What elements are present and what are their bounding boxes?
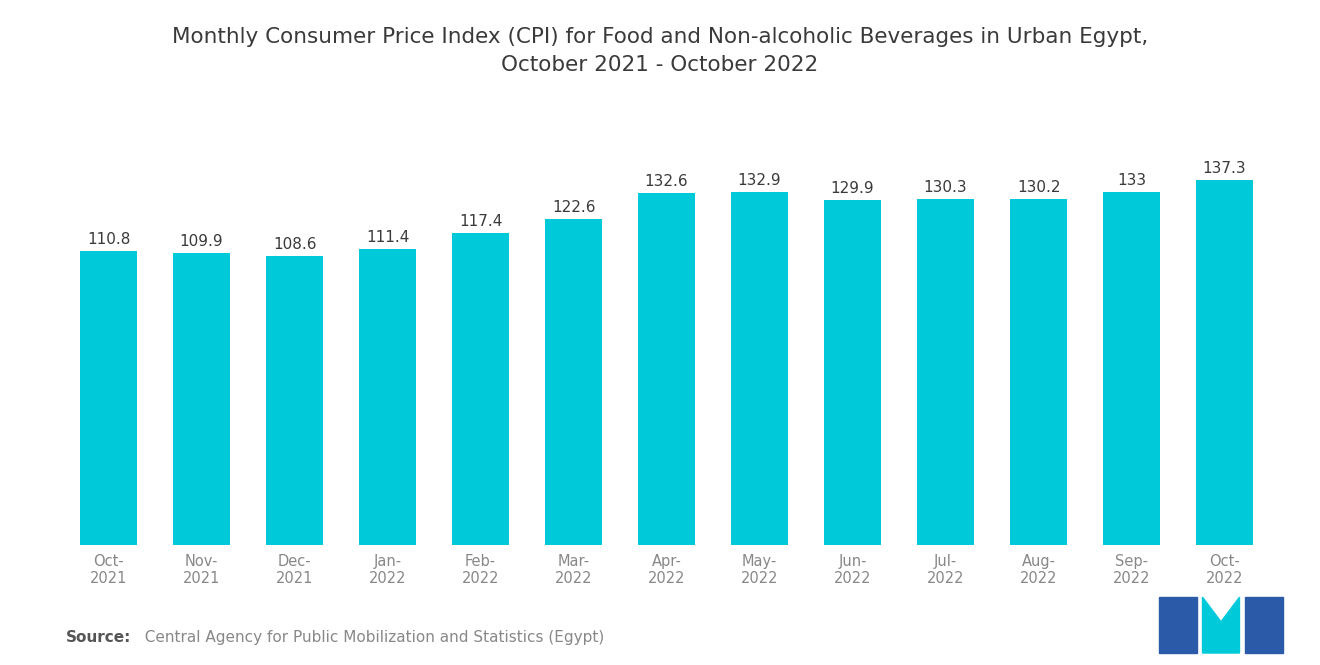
Text: Central Agency for Public Mobilization and Statistics (Egypt): Central Agency for Public Mobilization a… — [135, 630, 603, 645]
Bar — [173, 253, 231, 545]
Text: Source:: Source: — [66, 630, 132, 645]
Polygon shape — [1203, 597, 1239, 653]
Bar — [731, 192, 788, 545]
Text: Monthly Consumer Price Index (CPI) for Food and Non-alcoholic Beverages in Urban: Monthly Consumer Price Index (CPI) for F… — [172, 27, 1148, 74]
Bar — [265, 257, 323, 545]
Text: 130.3: 130.3 — [924, 180, 968, 195]
Text: 110.8: 110.8 — [87, 231, 131, 247]
Text: 137.3: 137.3 — [1203, 161, 1246, 176]
Bar — [917, 199, 974, 545]
Text: 132.9: 132.9 — [738, 173, 781, 188]
Polygon shape — [1159, 597, 1197, 653]
Bar — [1196, 180, 1254, 545]
Text: 109.9: 109.9 — [180, 234, 223, 249]
Bar — [638, 193, 696, 545]
Text: 132.6: 132.6 — [644, 174, 689, 189]
Text: 122.6: 122.6 — [552, 200, 595, 215]
Text: 130.2: 130.2 — [1016, 180, 1060, 195]
Text: 129.9: 129.9 — [830, 181, 874, 196]
Bar — [451, 233, 510, 545]
Bar — [545, 219, 602, 545]
Bar — [824, 200, 882, 545]
Bar — [1102, 192, 1160, 545]
Bar — [1010, 199, 1068, 545]
Bar — [79, 251, 137, 545]
Text: 111.4: 111.4 — [366, 230, 409, 245]
Polygon shape — [1245, 597, 1283, 653]
Bar — [359, 249, 416, 545]
Text: 108.6: 108.6 — [273, 237, 317, 253]
Text: 133: 133 — [1117, 172, 1146, 188]
Text: 117.4: 117.4 — [459, 214, 503, 229]
